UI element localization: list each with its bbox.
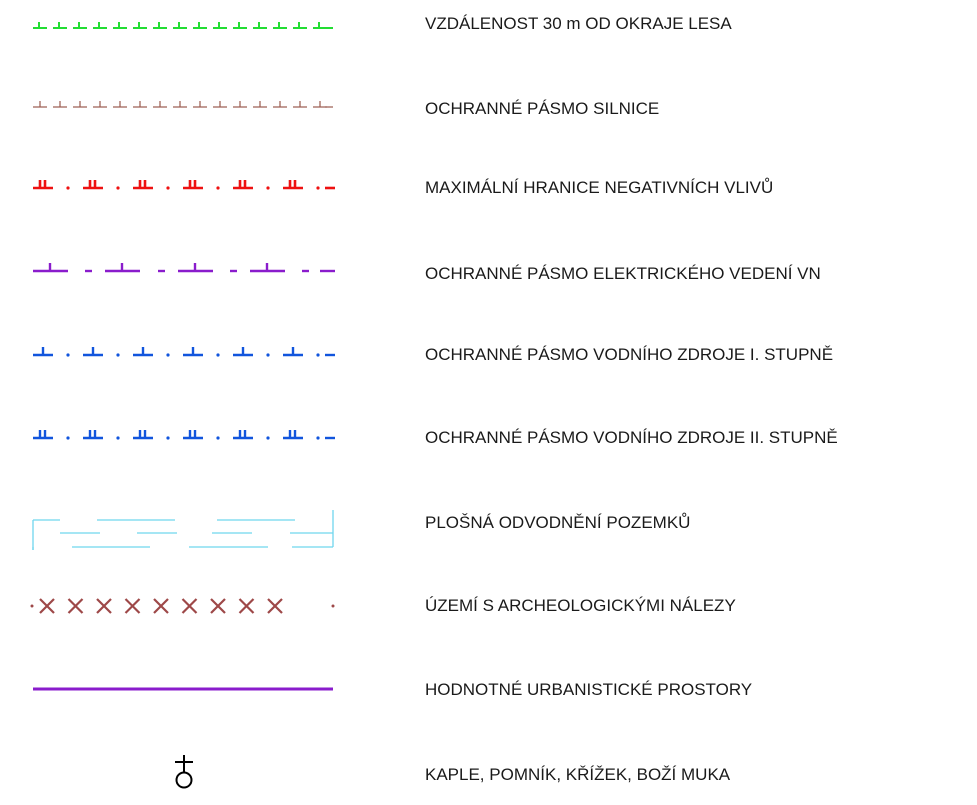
dot-mark bbox=[316, 436, 320, 440]
cross-mark bbox=[238, 598, 255, 614]
legend-row-negative-impact: MAXIMÁLNÍ HRANICE NEGATIVNÍCH VLIVŮ bbox=[0, 158, 977, 218]
cross-mark bbox=[39, 598, 55, 614]
archaeology-label: ÚZEMÍ S ARCHEOLOGICKÝMI NÁLEZY bbox=[425, 596, 736, 615]
water-source-1-line-symbol bbox=[0, 325, 360, 385]
chapel-cross-symbol bbox=[0, 745, 360, 805]
cross-mark bbox=[153, 598, 169, 614]
power-line-label: OCHRANNÉ PÁSMO ELEKTRICKÉHO VEDENÍ VN bbox=[425, 264, 821, 283]
dot-mark bbox=[266, 436, 270, 440]
archaeology-line-symbol bbox=[0, 576, 360, 636]
dot-mark bbox=[66, 353, 70, 357]
dot-mark bbox=[116, 353, 120, 357]
legend-row-forest-edge: VZDÁLENOST 30 m OD OKRAJE LESA bbox=[0, 0, 977, 54]
power-line-symbol bbox=[0, 244, 360, 304]
dot-mark bbox=[216, 186, 220, 190]
water-source-1-label: OCHRANNÉ PÁSMO VODNÍHO ZDROJE I. STUPNĚ bbox=[425, 345, 834, 364]
dot-mark bbox=[116, 436, 120, 440]
dot-mark bbox=[30, 604, 34, 608]
legend-row-water-source-1: OCHRANNÉ PÁSMO VODNÍHO ZDROJE I. STUPNĚ bbox=[0, 325, 977, 385]
dot-mark bbox=[316, 186, 320, 190]
drainage-area-symbol bbox=[0, 493, 360, 553]
water-source-1-line-svg bbox=[33, 347, 335, 357]
forest-edge-line-symbol bbox=[0, 0, 360, 54]
urban-spaces-line-svg bbox=[33, 687, 333, 691]
dot-mark bbox=[116, 186, 120, 190]
drainage-area-svg bbox=[32, 510, 334, 550]
legend-row-chapel-cross: KAPLE, POMNÍK, KŘÍŽEK, BOŽÍ MUKA bbox=[0, 745, 977, 805]
dot-mark bbox=[166, 436, 170, 440]
water-source-2-label: OCHRANNÉ PÁSMO VODNÍHO ZDROJE II. STUPNĚ bbox=[425, 428, 838, 447]
cross-mark bbox=[124, 598, 141, 614]
cross-mark bbox=[267, 598, 283, 614]
dot-mark bbox=[66, 436, 70, 440]
negative-impact-line-svg bbox=[33, 180, 335, 190]
cross-base-circle bbox=[175, 771, 193, 789]
dot-mark bbox=[266, 186, 270, 190]
dot-mark bbox=[66, 186, 70, 190]
road-protection-label: OCHRANNÉ PÁSMO SILNICE bbox=[425, 99, 660, 118]
negative-impact-label: MAXIMÁLNÍ HRANICE NEGATIVNÍCH VLIVŮ bbox=[425, 178, 774, 197]
cross-mark bbox=[67, 598, 84, 614]
legend-row-urban-spaces: HODNOTNÉ URBANISTICKÉ PROSTORY bbox=[0, 660, 977, 720]
urban-spaces-line-symbol bbox=[0, 660, 360, 720]
dot-mark bbox=[266, 353, 270, 357]
road-protection-line-symbol bbox=[0, 79, 360, 139]
dot-mark bbox=[166, 353, 170, 357]
legend-row-archaeology: ÚZEMÍ S ARCHEOLOGICKÝMI NÁLEZY bbox=[0, 576, 977, 636]
dot-mark bbox=[316, 353, 320, 357]
cross-mark bbox=[96, 598, 112, 614]
road-protection-line-svg bbox=[33, 101, 333, 108]
cross-mark bbox=[181, 598, 198, 614]
dot-mark bbox=[331, 604, 335, 608]
legend-row-power-line: OCHRANNÉ PÁSMO ELEKTRICKÉHO VEDENÍ VN bbox=[0, 244, 977, 304]
archaeology-line-svg bbox=[30, 598, 335, 614]
legend-row-drainage: PLOŠNÁ ODVODNĚNÍ POZEMKŮ bbox=[0, 493, 977, 553]
urban-spaces-label: HODNOTNÉ URBANISTICKÉ PROSTORY bbox=[425, 680, 753, 699]
legend-row-road-protection: OCHRANNÉ PÁSMO SILNICE bbox=[0, 79, 977, 139]
dot-mark bbox=[216, 353, 220, 357]
water-source-2-line-symbol bbox=[0, 408, 360, 468]
cross-mark bbox=[210, 598, 226, 614]
forest-edge-line-svg bbox=[33, 22, 333, 29]
drainage-label: PLOŠNÁ ODVODNĚNÍ POZEMKŮ bbox=[425, 513, 691, 532]
forest-edge-label: VZDÁLENOST 30 m OD OKRAJE LESA bbox=[425, 14, 732, 33]
dot-mark bbox=[216, 436, 220, 440]
negative-impact-line-symbol bbox=[0, 158, 360, 218]
water-source-2-line-svg bbox=[33, 430, 335, 440]
power-line-svg bbox=[33, 263, 335, 273]
chapel-cross-label: KAPLE, POMNÍK, KŘÍŽEK, BOŽÍ MUKA bbox=[425, 765, 731, 784]
legend-row-water-source-2: OCHRANNÉ PÁSMO VODNÍHO ZDROJE II. STUPNĚ bbox=[0, 408, 977, 468]
dot-mark bbox=[166, 186, 170, 190]
chapel-cross-svg bbox=[175, 755, 193, 789]
